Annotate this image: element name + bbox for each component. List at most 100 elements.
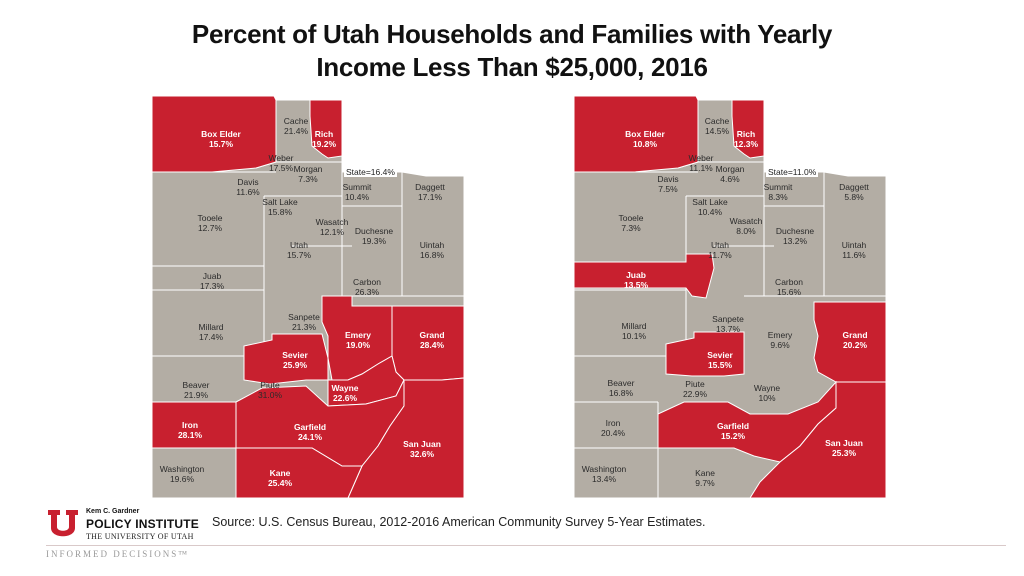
county-value: 9.6% (770, 340, 790, 350)
county-name: Sevier (707, 350, 733, 360)
county-value: 17.1% (417, 192, 443, 202)
county-value: 19.2% (311, 139, 337, 149)
county-value: 28.1% (177, 430, 203, 440)
county-value: 13.5% (623, 280, 649, 290)
county-value: 21.4% (283, 126, 309, 136)
utah-map-shape (151, 95, 465, 499)
county-name: Weber (268, 153, 294, 163)
county-value: 25.4% (267, 478, 293, 488)
county-name: Sevier (282, 350, 308, 360)
county-label-cache: Cache 14.5% (705, 116, 730, 136)
county-value: 11.7% (708, 250, 732, 260)
county-value: 22.6% (332, 393, 358, 403)
county-value: 10.4% (697, 207, 723, 217)
county-name: Uintah (841, 240, 867, 250)
county-value: 11.6% (236, 187, 260, 197)
county-label-morgan: Morgan 4.6% (716, 164, 745, 184)
county-label-daggett: Daggett 5.8% (839, 182, 869, 202)
county-fill-sevier (665, 331, 745, 377)
county-label-sanpete: Sanpete 13.7% (712, 314, 744, 334)
county-label-emery: Emery 9.6% (768, 330, 793, 350)
county-label-garfield: Garfield 15.2% (717, 421, 749, 441)
county-name: Sanpete (288, 312, 320, 322)
logo-small-text: Kem C. Gardner (86, 508, 140, 515)
county-value: 15.7% (286, 250, 312, 260)
county-name: Summit (763, 182, 793, 192)
county-value: 4.6% (720, 174, 740, 184)
county-name: Wasatch (729, 216, 763, 226)
county-label-juab: Juab 13.5% (624, 270, 648, 290)
source-note: Source: U.S. Census Bureau, 2012-2016 Am… (212, 515, 706, 529)
county-value: 15.7% (208, 139, 234, 149)
county-name: Wayne (331, 383, 359, 393)
county-name: Salt Lake (692, 197, 728, 207)
county-label-davis: Davis 11.6% (236, 177, 259, 197)
county-value: 15.2% (720, 431, 746, 441)
county-label-millard: Millard 17.4% (198, 322, 223, 342)
county-value: 10% (758, 393, 776, 403)
county-value: 12.7% (197, 223, 223, 233)
county-name: Washington (159, 464, 205, 474)
state-average-label: State=16.4% (344, 167, 397, 177)
county-value: 17.4% (198, 332, 224, 342)
county-value: 26.3% (354, 287, 380, 297)
county-name: Carbon (775, 277, 803, 287)
county-value: 15.5% (707, 360, 733, 370)
county-label-box-elder: Box Elder 15.7% (201, 129, 241, 149)
county-label-san-juan: San Juan 32.6% (403, 439, 441, 459)
county-label-wayne: Wayne 10% (754, 383, 780, 403)
title-line-1: Percent of Utah Households and Families … (191, 19, 833, 49)
county-value: 16.8% (608, 388, 634, 398)
county-value: 21.3% (291, 322, 317, 332)
county-fill-box-elder (573, 95, 699, 173)
county-value: 12.3% (733, 139, 759, 149)
county-label-box-elder: Box Elder 10.8% (625, 129, 665, 149)
county-label-carbon: Carbon 15.6% (775, 277, 803, 297)
county-fill-rich (731, 99, 765, 159)
county-value: 5.8% (844, 192, 864, 202)
county-value: 21.9% (183, 390, 209, 400)
county-name: Millard (198, 322, 224, 332)
county-label-utah: Utah 15.7% (287, 240, 311, 260)
county-value: 17.5% (268, 163, 294, 173)
county-name: Emery (767, 330, 793, 340)
county-label-wasatch: Wasatch 8.0% (730, 216, 763, 236)
county-value: 31.0% (257, 390, 283, 400)
county-name: Kane (269, 468, 291, 478)
county-value: 25.9% (282, 360, 308, 370)
county-label-duchesne: Duchesne 19.3% (355, 226, 393, 246)
county-label-rich: Rich 12.3% (734, 129, 758, 149)
chart-title: Percent of Utah Households and Families … (0, 18, 1024, 84)
utah-map-families: Box Elder 10.8% Cache 14.5% Rich 12.3% Weber 11… (573, 95, 887, 499)
county-name: Beaver (607, 378, 635, 388)
county-name: Kane (695, 468, 715, 478)
county-fill-kane (235, 447, 363, 499)
county-label-kane: Kane 25.4% (268, 468, 292, 488)
county-name: Utah (711, 240, 729, 250)
county-name: Washington (581, 464, 627, 474)
county-label-daggett: Daggett 17.1% (415, 182, 445, 202)
logo-sub-text: THE UNIVERSITY OF UTAH (86, 532, 194, 541)
footer-divider (46, 545, 1006, 546)
state-average-label: State=11.0% (766, 167, 819, 177)
county-value: 17.3% (199, 281, 225, 291)
county-label-sanpete: Sanpete 21.3% (288, 312, 320, 332)
county-name: Grand (419, 330, 445, 340)
county-value: 15.6% (776, 287, 802, 297)
county-name: Beaver (182, 380, 210, 390)
county-value: 8.0% (736, 226, 756, 236)
county-label-iron: Iron 20.4% (601, 418, 625, 438)
county-value: 32.6% (409, 449, 435, 459)
county-label-millard: Millard 10.1% (621, 321, 646, 341)
policy-institute-logo: Kem C. Gardner POLICY INSTITUTE THE UNIV… (46, 506, 206, 546)
county-value: 24.1% (297, 432, 323, 442)
county-name: Weber (688, 153, 714, 163)
county-name: Rich (736, 129, 756, 139)
county-name: Duchesne (354, 226, 394, 236)
county-label-san-juan: San Juan 25.3% (825, 438, 863, 458)
county-fill-rich (309, 99, 343, 159)
county-name: Garfield (716, 421, 750, 431)
county-label-morgan: Morgan 7.3% (294, 164, 323, 184)
county-value: 20.2% (842, 340, 868, 350)
county-label-grand: Grand 28.4% (419, 330, 444, 350)
